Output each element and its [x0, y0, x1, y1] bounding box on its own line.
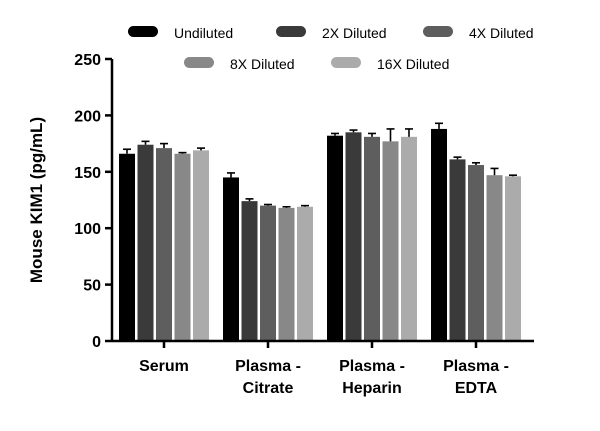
bar — [278, 207, 295, 341]
x-tick-label: Serum — [139, 358, 189, 375]
y-axis-label: Mouse KIM1 (pg/mL) — [27, 117, 46, 283]
bar — [241, 201, 258, 341]
y-tick-label: 100 — [74, 221, 101, 238]
bar — [364, 136, 380, 341]
legend-swatch — [331, 57, 361, 68]
legend-label: 4X Diluted — [469, 25, 534, 41]
bar — [345, 132, 362, 341]
bar — [486, 175, 503, 341]
y-tick-label: 150 — [74, 165, 101, 182]
x-tick-label: Plasma - — [443, 358, 509, 375]
y-axis: 0 50 100 150 200 250 — [74, 52, 114, 351]
bar — [431, 128, 447, 341]
x-tick-label: Plasma - — [339, 358, 405, 375]
bar — [468, 165, 484, 341]
x-tick-label: Heparin — [342, 380, 402, 397]
bar — [297, 206, 313, 341]
bar — [223, 177, 239, 341]
legend-label: 2X Diluted — [322, 25, 387, 41]
y-tick-label: 250 — [74, 52, 101, 69]
bar — [174, 153, 191, 341]
bars — [119, 122, 521, 341]
bar — [382, 141, 399, 341]
legend-swatch — [184, 57, 214, 68]
bar — [193, 150, 209, 341]
legend-label: 16X Diluted — [377, 56, 449, 72]
bar — [137, 144, 154, 341]
x-tick-label: Plasma - — [235, 358, 301, 375]
bar — [449, 159, 466, 341]
legend-swatch — [128, 26, 158, 37]
bar — [401, 136, 417, 341]
y-tick-label: 0 — [92, 334, 101, 351]
legend: Undiluted 2X Diluted 4X Diluted 8X Diluted 1… — [128, 25, 534, 72]
legend-label: Undiluted — [174, 25, 233, 41]
y-tick-label: 50 — [83, 278, 101, 295]
bar — [119, 153, 135, 341]
x-tick-label: EDTA — [455, 380, 498, 397]
y-tick-label: 200 — [74, 108, 101, 125]
x-axis: Serum Plasma - Citrate Plasma - Heparin Plasm… — [112, 339, 534, 397]
bar — [505, 176, 521, 341]
bar — [156, 148, 172, 341]
x-tick-label: Citrate — [243, 380, 294, 397]
legend-swatch — [276, 26, 306, 37]
bar — [327, 135, 343, 341]
bar — [260, 205, 276, 341]
legend-label: 8X Diluted — [230, 56, 295, 72]
legend-swatch — [423, 26, 453, 37]
